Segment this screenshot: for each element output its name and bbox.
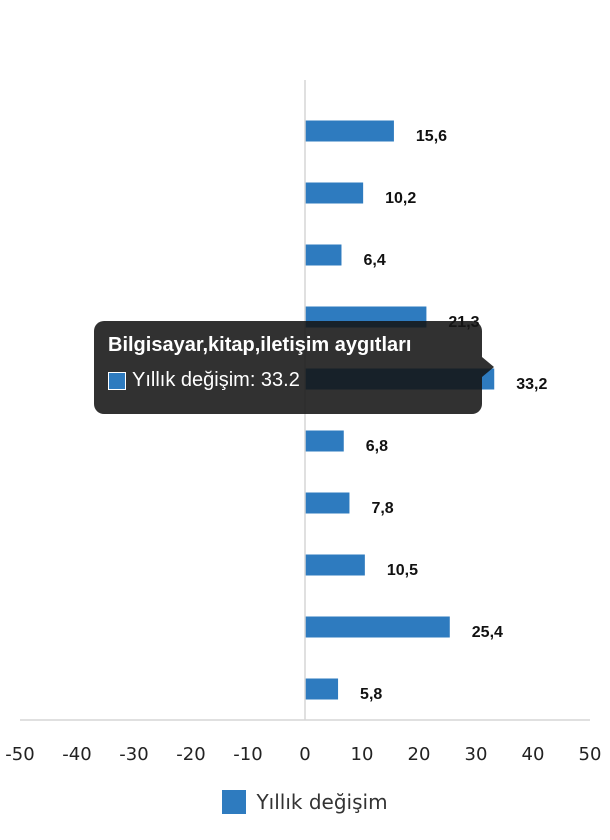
x-tick-label-5: 0 (299, 744, 310, 765)
tooltip-swatch (108, 371, 126, 390)
x-tick-label-10: 50 (579, 744, 602, 765)
x-tick-label-3: -20 (176, 744, 205, 765)
bar-9[interactable] (305, 678, 339, 700)
data-label-9: 5,8 (360, 686, 382, 703)
data-label-1: 10,2 (385, 190, 416, 207)
tooltip-arrow (482, 357, 494, 377)
bar-0[interactable] (305, 120, 394, 142)
data-label-0: 15,6 (416, 128, 447, 145)
x-tick-label-0: -50 (5, 744, 34, 765)
x-tick-label-2: -30 (119, 744, 148, 765)
legend[interactable]: Yıllık değişim (0, 790, 610, 814)
data-label-2: 6,4 (363, 252, 385, 269)
x-tick-labels: -50 -40 -30 -20 -10 0 10 20 30 40 50 (5, 744, 601, 765)
chart-tooltip: Bilgisayar,kitap,iletişim aygıtları Yıll… (94, 321, 494, 414)
bar-8[interactable] (305, 616, 450, 638)
data-label-5: 6,8 (366, 438, 388, 455)
data-label-4: 33,2 (516, 376, 547, 393)
x-tick-label-7: 20 (408, 744, 431, 765)
tooltip-value: Yıllık değişim: 33.2 (132, 369, 300, 391)
data-label-8: 25,4 (472, 624, 503, 641)
tooltip-row: Yıllık değişim: 33.2 (108, 369, 468, 392)
x-tick-label-1: -40 (62, 744, 91, 765)
x-tick-label-6: 10 (351, 744, 374, 765)
bar-5[interactable] (305, 430, 344, 452)
bar-6[interactable] (305, 492, 350, 514)
legend-swatch (222, 790, 247, 814)
data-label-6: 7,8 (371, 500, 393, 517)
legend-label: Yıllık değişim (256, 790, 388, 814)
bar-2[interactable] (305, 244, 342, 266)
x-tick-label-8: 30 (465, 744, 488, 765)
data-label-7: 10,5 (387, 562, 418, 579)
x-tick-label-9: 40 (522, 744, 545, 765)
tooltip-title: Bilgisayar,kitap,iletişim aygıtları (108, 334, 412, 356)
x-tick-label-4: -10 (233, 744, 262, 765)
bar-1[interactable] (305, 182, 364, 204)
bar-7[interactable] (305, 554, 365, 576)
